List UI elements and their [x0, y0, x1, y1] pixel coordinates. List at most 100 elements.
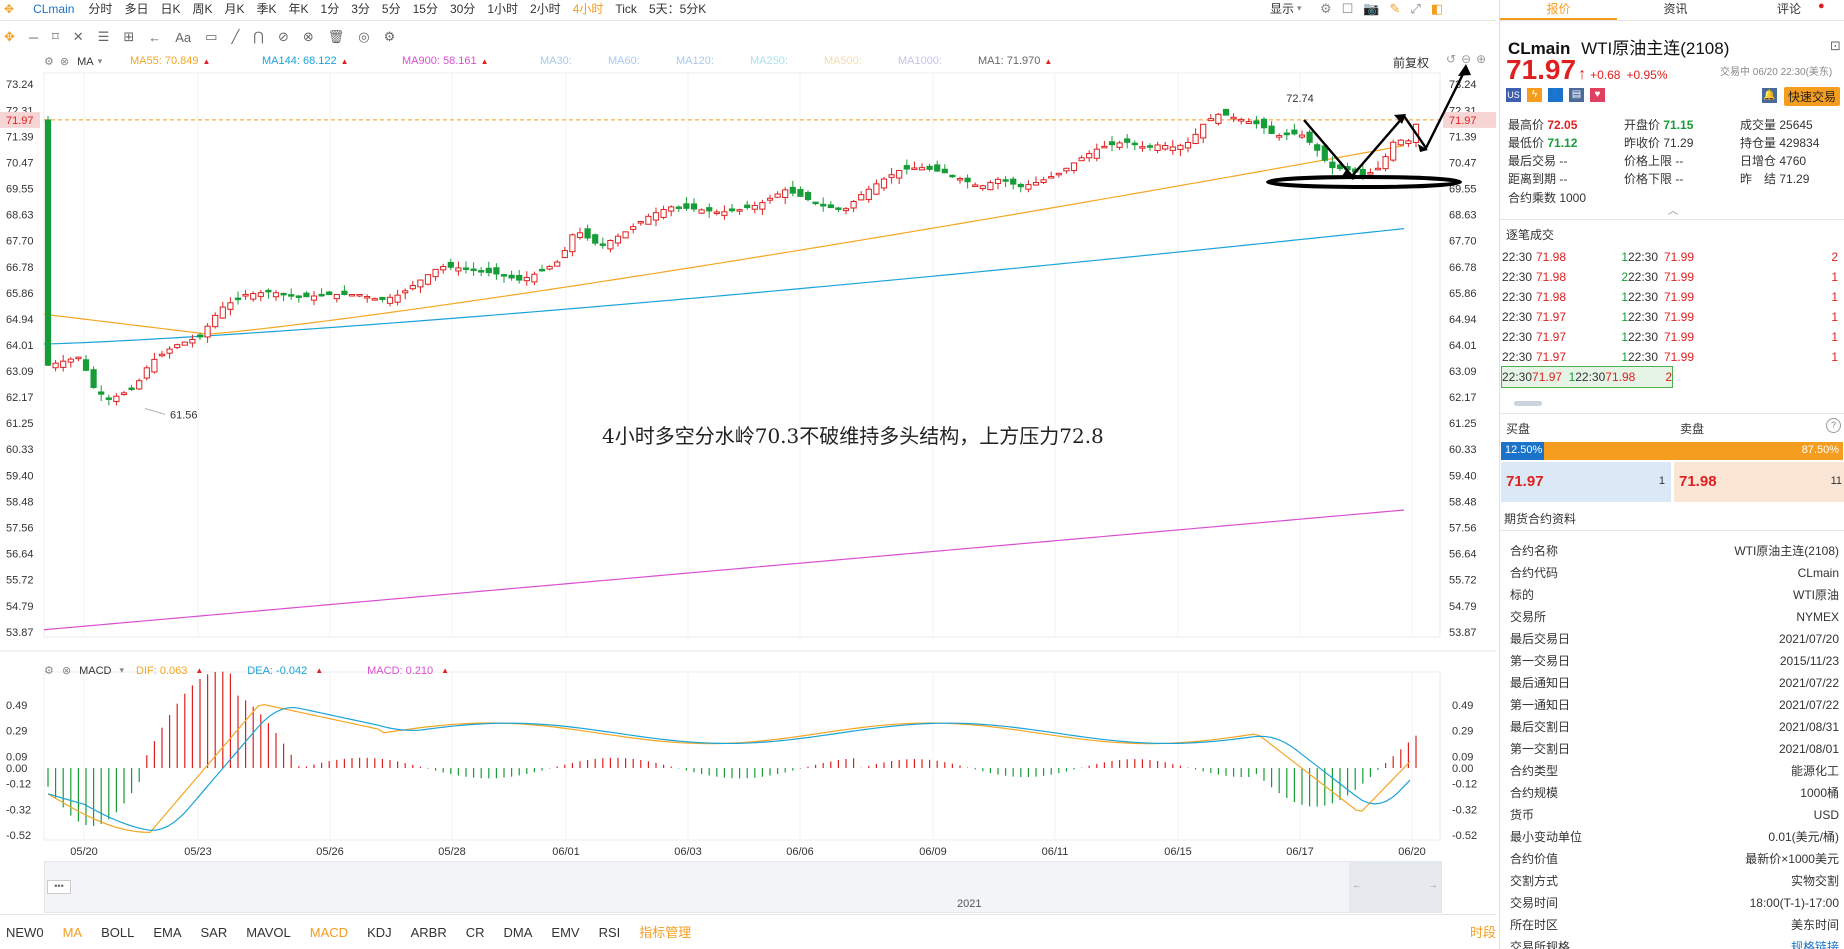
period-9[interactable]: 5分 — [381, 2, 401, 16]
period-15[interactable]: Tick — [615, 1, 637, 16]
zoom-out-icon[interactable]: ⊖ — [1461, 52, 1472, 66]
draw-tool-icon-8[interactable]: ▭ — [205, 29, 218, 44]
navigator-window[interactable]: ← → — [1349, 862, 1441, 912]
ma-legend-item[interactable]: MA500: — [824, 55, 862, 67]
move-icon[interactable]: ✥ — [4, 1, 15, 16]
indicator-ma[interactable]: MA — [62, 925, 83, 940]
arrow-right-icon[interactable]: → — [1428, 880, 1438, 891]
draw-tool-icon-7[interactable]: Aa — [175, 29, 192, 45]
tab-quote[interactable]: 报价 — [1500, 0, 1617, 20]
macd-label[interactable]: MACD — [79, 664, 112, 677]
draw-tool-icon-14[interactable]: ◎ — [358, 29, 370, 44]
indicator-dma[interactable]: DMA — [503, 925, 533, 940]
arrow-left-icon[interactable]: ← — [1352, 880, 1362, 891]
period-0[interactable]: 分时 — [88, 2, 113, 16]
period-11[interactable]: 30分 — [449, 2, 476, 16]
ma-legend-item[interactable]: MA55: 70.849 ▲ — [130, 55, 211, 67]
period-2[interactable]: 日K — [160, 2, 181, 16]
best-bid[interactable]: 71.97 1 — [1501, 462, 1671, 502]
settings-icon[interactable]: ⚙ — [44, 56, 54, 68]
draw-tool-icon-2[interactable]: ⌑ — [52, 29, 59, 44]
draw-tool-icon-11[interactable]: ⊘ — [277, 29, 289, 44]
symbol-selector[interactable]: CLmain — [33, 1, 75, 16]
fullscreen-icon[interactable]: ⤢ — [1410, 1, 1421, 16]
indicator-cr[interactable]: CR — [465, 925, 485, 940]
expand-icon[interactable]: ⊡ — [1830, 38, 1841, 53]
indicator-mavol[interactable]: MAVOL — [246, 925, 291, 940]
collapse-icon[interactable]: ◧ — [1430, 1, 1444, 16]
best-ask[interactable]: 71.98 11 — [1674, 462, 1844, 502]
draw-tool-icon-9[interactable]: ╱ — [231, 29, 240, 44]
draw-tool-icon-12[interactable]: ⊗ — [302, 29, 314, 44]
indicator-macd[interactable]: MACD — [309, 925, 349, 940]
indicator-new0[interactable]: NEW0 — [6, 925, 44, 940]
draw-tool-icon-5[interactable]: ⊞ — [123, 29, 135, 44]
period-3[interactable]: 周K — [192, 2, 213, 16]
close-icon[interactable]: ⊗ — [59, 56, 70, 68]
restore-label[interactable]: 前复权 — [1393, 56, 1430, 70]
contract-value[interactable]: 规格链接 — [1790, 940, 1839, 949]
draw-tool-icon-15[interactable]: ⚙ — [383, 29, 396, 44]
draw-tool-icon-4[interactable]: ☰ — [97, 29, 110, 44]
draw-tool-icon-10[interactable]: ⋂ — [253, 29, 264, 44]
period-10[interactable]: 15分 — [412, 2, 438, 16]
indicator-emv[interactable]: EMV — [551, 925, 580, 940]
draw-tool-icon-13[interactable]: 🗑 — [327, 29, 345, 44]
period-6[interactable]: 年K — [288, 2, 309, 16]
heart-icon[interactable]: ♥ — [1590, 88, 1605, 102]
period-16[interactable]: 5天：5分K — [648, 2, 707, 16]
session-label[interactable]: 时段 — [1470, 925, 1497, 940]
period-13[interactable]: 2小时 — [530, 2, 561, 16]
time-navigator[interactable]: ••• ← → 2021 — [44, 861, 1442, 913]
ma-legend-item[interactable]: MA1000: — [898, 55, 943, 67]
scrollbar[interactable] — [1514, 401, 1542, 406]
help-icon[interactable]: ? — [1826, 418, 1841, 433]
indicator-sar[interactable]: SAR — [200, 925, 228, 940]
period-5[interactable]: 季K — [256, 2, 277, 16]
ma-legend-item[interactable]: MA900: 58.161 ▲ — [402, 55, 489, 67]
draw-tool-icon-1[interactable]: ─ — [28, 29, 39, 45]
checkbox-icon[interactable]: ☐ — [1341, 1, 1354, 16]
quick-trade-button[interactable]: 快速交易 — [1784, 87, 1841, 106]
settings-icon[interactable]: ⚙ — [1320, 1, 1332, 16]
period-8[interactable]: 3分 — [351, 2, 370, 16]
chevron-up-icon[interactable]: ︿ — [1668, 206, 1678, 217]
indicator-kdj[interactable]: KDJ — [367, 925, 392, 940]
indicator-指标管理[interactable]: 指标管理 — [639, 925, 692, 940]
bell-icon[interactable]: 🔔 — [1762, 88, 1777, 103]
camera-icon[interactable]: 📷 — [1363, 1, 1380, 16]
period-7[interactable]: 1分 — [320, 2, 340, 16]
ma-legend-item[interactable]: MA30: — [540, 55, 572, 67]
indicator-arbr[interactable]: ARBR — [410, 925, 447, 940]
ma-legend-item[interactable]: MA144: 68.122 ▲ — [262, 55, 349, 67]
settings-icon[interactable]: ⚙ — [44, 665, 54, 677]
draw-tool-icon-3[interactable]: ✕ — [72, 29, 84, 44]
undo-icon[interactable]: ↺ — [1446, 52, 1457, 66]
ma-legend-item[interactable]: MA250: — [750, 55, 788, 67]
indicator-boll[interactable]: BOLL — [101, 925, 135, 940]
period-1[interactable]: 多日 — [124, 2, 149, 16]
period-12[interactable]: 1小时 — [487, 2, 518, 16]
display-menu[interactable]: 显示 ▾ — [1270, 0, 1302, 17]
document-icon[interactable]: ▤ — [1569, 88, 1584, 102]
period-14[interactable]: 4小时 — [572, 2, 604, 16]
ma-label[interactable]: MA — [77, 55, 94, 68]
zoom-in-icon[interactable]: ⊕ — [1476, 52, 1487, 66]
tab-news[interactable]: 资讯 — [1663, 2, 1688, 16]
ma-legend-item[interactable]: MA120: — [676, 55, 714, 67]
tab-comments[interactable]: 评论 — [1776, 2, 1801, 16]
ma-legend-item[interactable]: MA60: — [608, 55, 640, 67]
lightning-icon[interactable]: ϟ — [1527, 88, 1542, 102]
display-label[interactable]: 显示 — [1270, 2, 1295, 16]
edit-icon[interactable]: ✎ — [1389, 1, 1401, 16]
draw-tool-icon-6[interactable]: ← — [148, 29, 162, 45]
close-icon[interactable]: ⊗ — [61, 665, 72, 677]
indicator-rsi[interactable]: RSI — [598, 925, 621, 940]
drag-handle-icon[interactable]: ••• — [47, 880, 71, 894]
period-4[interactable]: 月K — [224, 2, 245, 16]
indicator-ema[interactable]: EMA — [153, 925, 182, 940]
user-icon[interactable]: 👤 — [1548, 88, 1563, 102]
draw-tool-icon-0[interactable]: ✥ — [4, 29, 15, 44]
ma-legend-item[interactable]: MA1: 71.970 ▲ — [978, 55, 1053, 67]
